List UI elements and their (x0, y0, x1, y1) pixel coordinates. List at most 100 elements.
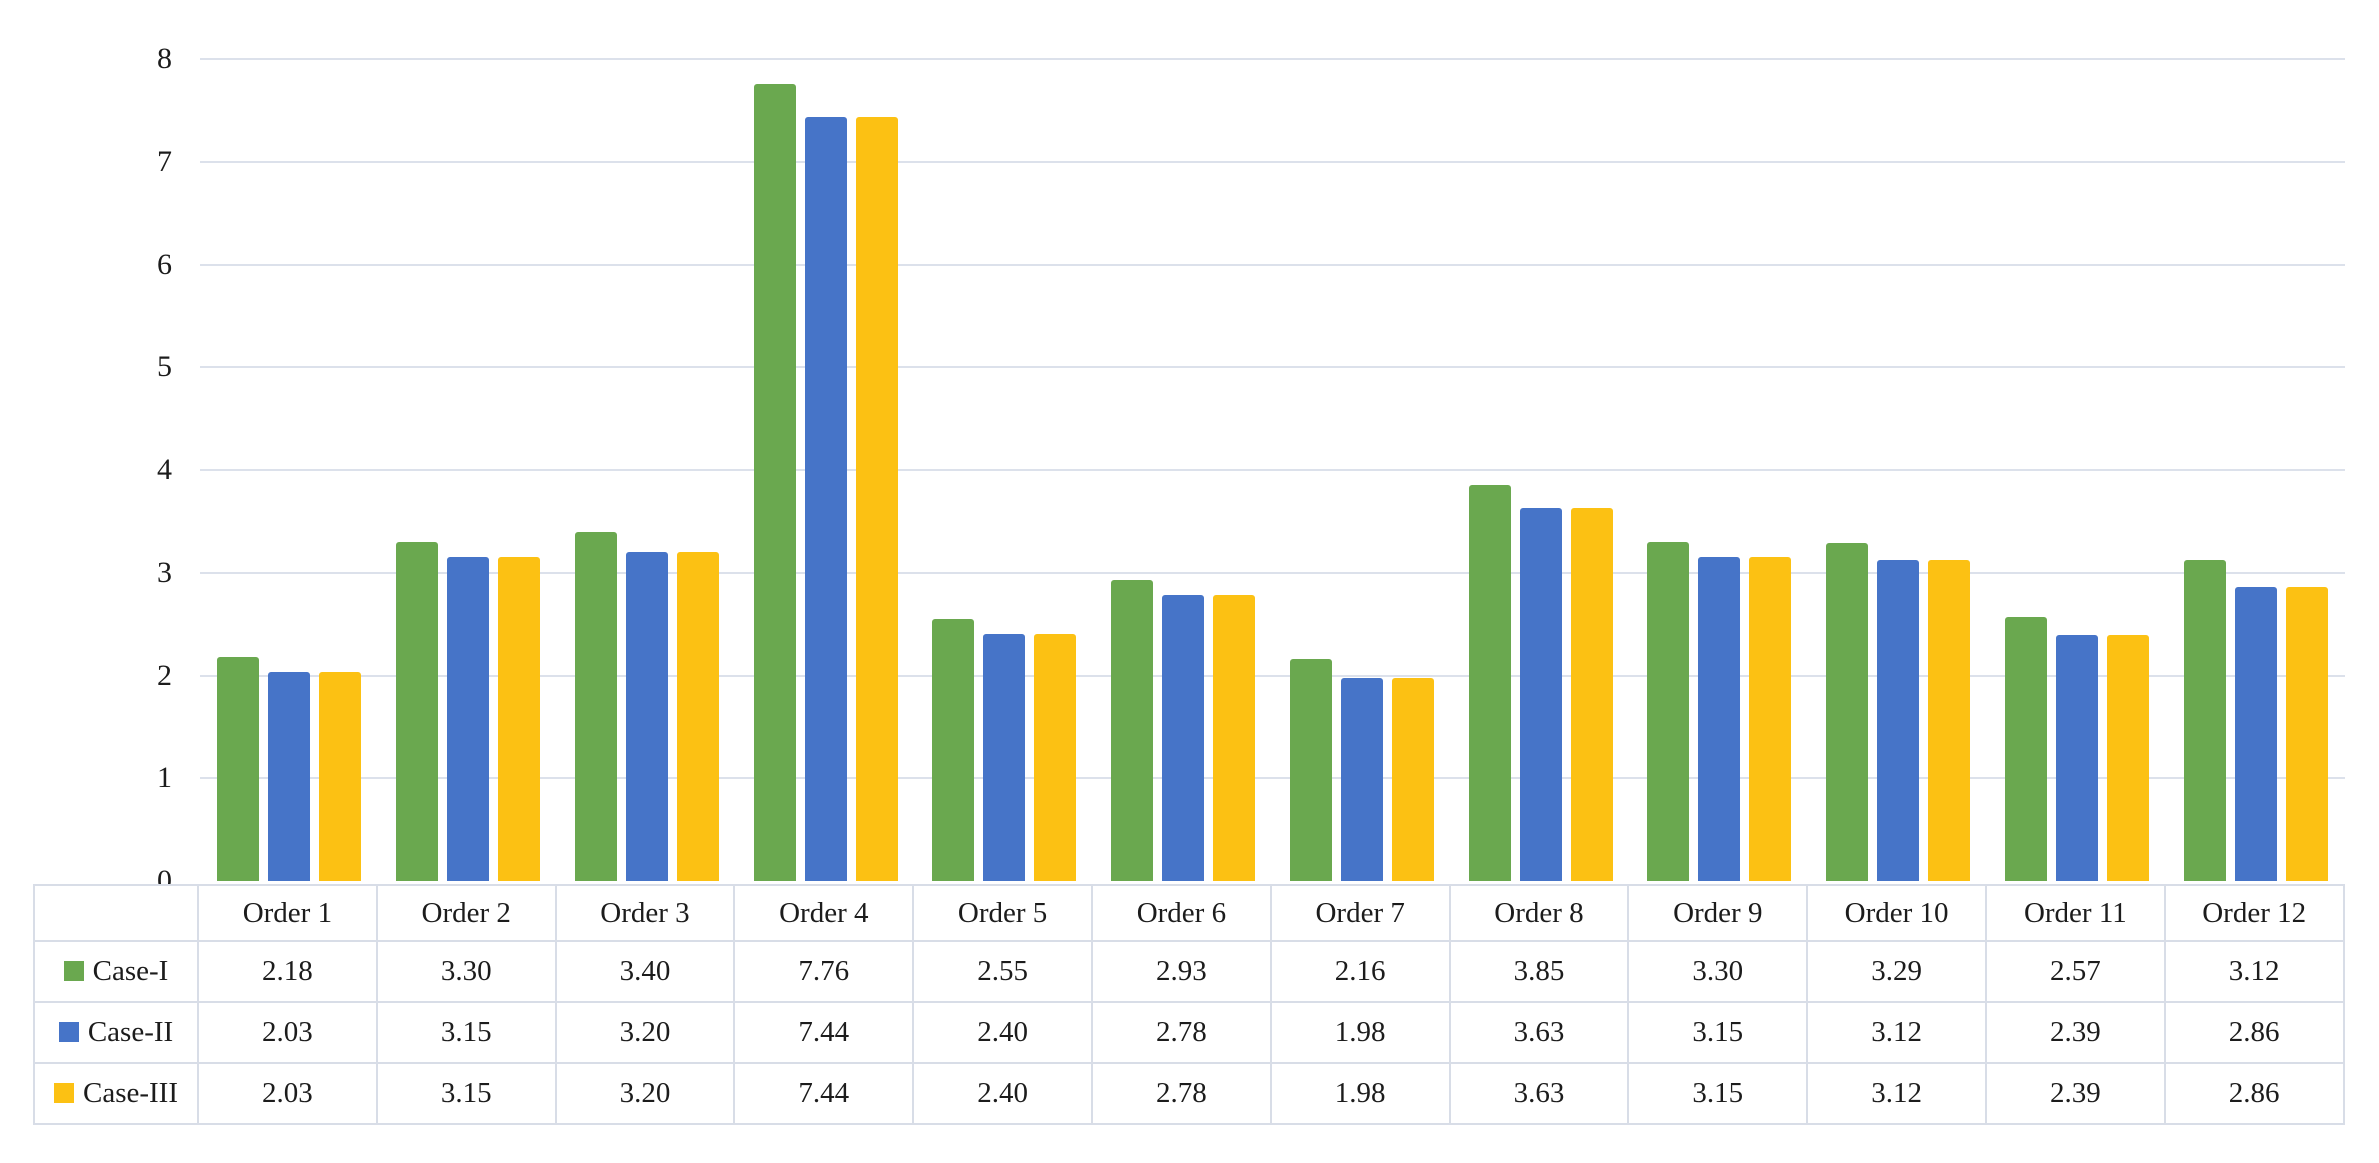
bar-group-order-11 (1988, 59, 2167, 881)
table-cell-case-iii-order-10: 3.12 (1806, 1062, 1987, 1125)
legend-label-case-i: Case-I (92, 955, 169, 987)
legend-cell-case-iii: Case-III (33, 1062, 199, 1125)
data-table: Order 1 Order 2 Order 3 Order 4 Order 5 Order… (33, 884, 2345, 1125)
bar-case-iii-order-3 (676, 552, 719, 881)
table-row-case-iii: Case-III 2.03 3.15 3.20 7.44 2.40 2.78 1.98 3.63… (33, 1062, 2345, 1125)
table-header-order-6: Order 6 (1090, 884, 1272, 942)
y-axis-tick-label-8: 8 (157, 42, 172, 75)
gridline-y-1 (200, 777, 2345, 780)
table-cell-case-iii-order-3: 3.20 (554, 1062, 736, 1125)
table-header-order-3: Order 3 (554, 884, 736, 942)
table-header-order-2: Order 2 (375, 884, 557, 942)
table-cell-case-iii-order-12: 2.86 (2163, 1062, 2345, 1125)
table-header-order-10: Order 10 (1806, 884, 1987, 942)
table-cell-case-i-order-3: 3.40 (554, 940, 736, 1003)
table-cell-case-i-order-1: 2.18 (197, 940, 378, 1003)
legend-key-icon-case-i (63, 961, 84, 981)
bar-group-order-8 (1451, 59, 1630, 881)
y-axis-tick-label-7: 7 (157, 144, 172, 178)
table-cell-case-i-order-7: 2.16 (1269, 940, 1451, 1003)
bar-group-order-9 (1630, 59, 1809, 881)
bar-case-iii-order-10 (1928, 560, 1971, 881)
table-row-case-i: Case-I 2.18 3.30 3.40 7.76 2.55 2.93 2.16 3.85 3.… (33, 940, 2345, 1003)
bar-case-i-order-1 (217, 657, 260, 881)
bar-case-i-order-4 (753, 83, 796, 881)
bar-case-ii-order-4 (804, 116, 847, 881)
bar-case-iii-order-5 (1034, 634, 1077, 881)
bar-case-i-order-8 (1468, 485, 1511, 881)
bar-case-i-order-12 (2183, 560, 2226, 881)
table-cell-case-ii-order-3: 3.20 (554, 1001, 736, 1064)
gridline-y-6 (200, 263, 2345, 266)
bar-case-iii-order-9 (1749, 557, 1792, 881)
table-cell-case-ii-order-9: 3.15 (1627, 1001, 1809, 1064)
bar-case-i-order-5 (932, 619, 975, 881)
table-header-order-4: Order 4 (733, 884, 915, 942)
y-axis-tick-label-4: 4 (157, 453, 172, 486)
y-axis-tick-label-3: 3 (157, 555, 172, 589)
table-cell-case-ii-order-4: 7.44 (733, 1001, 915, 1064)
table-cell-case-i-order-6: 2.93 (1090, 940, 1272, 1003)
table-header-order-7: Order 7 (1269, 884, 1451, 942)
table-cell-case-ii-order-6: 2.78 (1090, 1001, 1272, 1064)
bar-case-iii-order-6 (1213, 595, 1256, 881)
table-cell-case-i-order-11: 2.57 (1984, 940, 2166, 1003)
bar-case-ii-order-9 (1698, 557, 1741, 881)
gridline-y-8 (200, 58, 2345, 60)
bar-group-order-2 (379, 59, 558, 881)
bar-case-ii-order-11 (2055, 635, 2098, 881)
table-cell-case-ii-order-11: 2.39 (1984, 1001, 2166, 1064)
table-row-case-ii: Case-II 2.03 3.15 3.20 7.44 2.40 2.78 1.98 3.63 3… (33, 1001, 2345, 1064)
bar-case-iii-order-7 (1391, 677, 1434, 881)
bar-case-iii-order-11 (2106, 635, 2149, 881)
bar-case-iii-order-2 (498, 557, 541, 881)
bar-case-i-order-11 (2004, 616, 2047, 881)
table-header-order-8: Order 8 (1448, 884, 1630, 942)
table-cell-case-ii-order-10: 3.12 (1806, 1001, 1987, 1064)
table-header-order-11: Order 11 (1984, 884, 2166, 942)
legend-key-icon-case-ii (58, 1022, 79, 1042)
table-cell-case-iii-order-8: 3.63 (1448, 1062, 1630, 1125)
table-cell-case-iii-order-6: 2.78 (1090, 1062, 1272, 1125)
table-cell-case-i-order-4: 7.76 (733, 940, 915, 1003)
table-cell-case-i-order-2: 3.30 (375, 940, 557, 1003)
bar-group-order-1 (200, 59, 379, 881)
bar-case-i-order-7 (1289, 659, 1332, 881)
bar-group-order-10 (1809, 59, 1988, 881)
bar-group-order-4 (736, 59, 915, 881)
bar-case-ii-order-5 (983, 634, 1026, 881)
bar-case-ii-order-6 (1162, 595, 1205, 881)
table-cell-case-iii-order-2: 3.15 (375, 1062, 557, 1125)
bar-case-ii-order-8 (1519, 508, 1562, 881)
plot-area (200, 58, 2345, 881)
bar-case-ii-order-2 (447, 557, 490, 881)
legend-label-case-ii: Case-II (87, 1016, 174, 1048)
y-axis-tick-label-6: 6 (157, 247, 172, 281)
legend-cell-case-i: Case-I (33, 940, 199, 1003)
bar-case-i-order-9 (1647, 541, 1690, 881)
gridline-y-4 (200, 469, 2345, 471)
legend-key-icon-case-iii (53, 1083, 74, 1103)
gridline-y-2 (200, 674, 2345, 677)
bar-case-iii-order-8 (1570, 508, 1613, 881)
bar-case-ii-order-10 (1877, 560, 1920, 881)
y-axis-tick-label-1: 1 (157, 761, 172, 795)
table-cell-case-i-order-5: 2.55 (912, 940, 1093, 1003)
bar-group-order-3 (558, 59, 737, 881)
bar-group-order-7 (1273, 59, 1452, 881)
bar-case-iii-order-12 (2285, 587, 2328, 881)
legend-label-case-iii: Case-III (82, 1077, 178, 1109)
table-header-order-9: Order 9 (1627, 884, 1809, 942)
table-header-order-1: Order 1 (197, 884, 378, 942)
table-cell-case-ii-order-8: 3.63 (1448, 1001, 1630, 1064)
gridline-y-3 (200, 571, 2345, 574)
table-header-order-12: Order 12 (2163, 884, 2345, 942)
table-cell-case-ii-order-12: 2.86 (2163, 1001, 2345, 1064)
table-cell-case-iii-order-5: 2.40 (912, 1062, 1093, 1125)
bar-case-ii-order-1 (268, 672, 311, 881)
bar-case-i-order-10 (1826, 543, 1869, 881)
bar-group-order-12 (2166, 59, 2345, 881)
table-cell-case-iii-order-9: 3.15 (1627, 1062, 1809, 1125)
legend-cell-case-ii: Case-II (33, 1001, 199, 1064)
